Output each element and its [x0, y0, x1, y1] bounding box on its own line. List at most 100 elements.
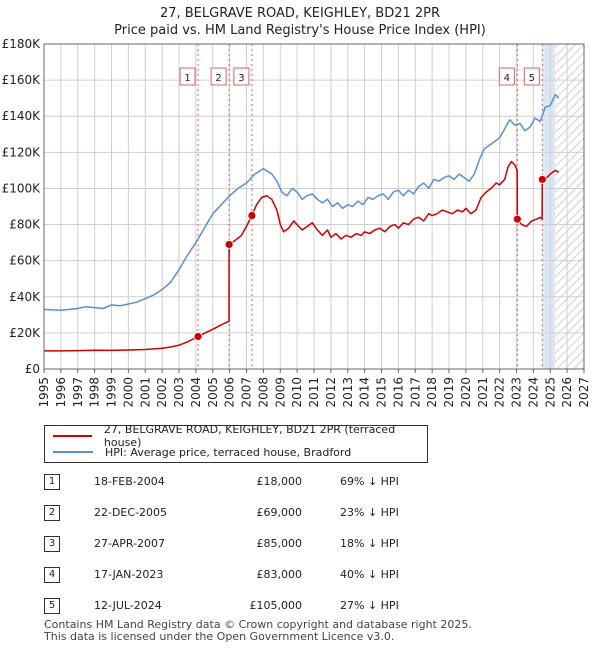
y-tick-label: £80K	[9, 218, 41, 232]
transaction-hpi: 27% ↓ HPI	[340, 599, 399, 612]
sale-marker-label: 1	[184, 73, 190, 84]
transaction-price: £105,000	[249, 599, 303, 612]
transaction-price: £83,000	[256, 568, 303, 581]
x-tick-label: 2027	[577, 377, 591, 408]
x-tick-label: 2003	[172, 377, 186, 408]
transaction-date: 27-APR-2007	[94, 537, 166, 550]
transaction-row: 1 18-FEB-2004 £18,000 69% ↓ HPI	[44, 470, 444, 501]
shaded-region	[542, 44, 556, 369]
hatched-region	[555, 44, 584, 369]
transaction-date: 12-JUL-2024	[94, 599, 162, 612]
transaction-price: £18,000	[256, 475, 303, 488]
legend-label-hpi: HPI: Average price, terraced house, Brad…	[105, 445, 352, 459]
sale-marker-box	[210, 67, 227, 86]
y-tick-label: £20K	[9, 326, 41, 340]
chart-title-line2: Price paid vs. HM Land Registry's House …	[114, 23, 486, 38]
x-tick-label: 2018	[425, 377, 439, 408]
legend-swatch-property	[53, 435, 92, 437]
sale-marker-label: 3	[238, 73, 244, 84]
x-tick-label: 2017	[408, 377, 422, 408]
sale-marker-label: 4	[504, 73, 510, 84]
x-tick-label: 2019	[442, 377, 456, 408]
y-tick-label: £180K	[2, 37, 42, 51]
chart-title-line1: 27, BELGRAVE ROAD, KEIGHLEY, BD21 2PR	[159, 6, 441, 21]
x-tick-label: 2005	[206, 377, 220, 408]
y-tick-label: £120K	[2, 145, 42, 159]
footer-copyright: Contains HM Land Registry data © Crown c…	[44, 618, 472, 631]
sale-point	[512, 214, 522, 224]
transaction-number: 1	[44, 474, 60, 490]
sale-marker-box	[179, 67, 196, 86]
y-tick-label: £100K	[2, 181, 42, 195]
sale-marker-box	[498, 67, 515, 86]
x-tick-label: 2011	[307, 377, 321, 408]
y-tick-label: £160K	[2, 73, 42, 87]
x-tick-label: 2020	[459, 377, 473, 408]
transaction-hpi: 69% ↓ HPI	[340, 475, 399, 488]
x-tick-label: 2004	[189, 377, 203, 408]
x-tick-label: 2014	[358, 377, 372, 408]
legend-label-property: 27, BELGRAVE ROAD, KEIGHLEY, BD21 2PR (t…	[103, 423, 396, 449]
transaction-date: 22-DEC-2005	[94, 506, 168, 519]
x-tick-label: 2000	[121, 377, 135, 408]
transaction-hpi: 23% ↓ HPI	[340, 506, 399, 519]
transaction-number: 2	[44, 505, 60, 521]
x-tick-label: 2026	[560, 377, 574, 408]
sale-marker-box	[523, 67, 540, 86]
x-tick-label: 2013	[341, 377, 355, 408]
x-tick-label: 2002	[155, 377, 169, 408]
sale-marker-label: 5	[529, 73, 535, 84]
transaction-row: 4 17-JAN-2023 £83,000 40% ↓ HPI	[44, 563, 444, 594]
transaction-date: 18-FEB-2004	[94, 475, 165, 488]
y-tick-label: £40K	[9, 290, 41, 304]
price-chart: 1 2 3 4 5 £0 £20K £40K £60K £80K £100K £120K £140K £…	[2, 37, 591, 408]
x-tick-label: 2025	[543, 377, 557, 408]
transaction-hpi: 40% ↓ HPI	[340, 568, 399, 581]
footer-licence: This data is licensed under the Open Gov…	[44, 630, 395, 643]
x-tick-label: 2022	[493, 377, 507, 408]
legend-item-property: 27, BELGRAVE ROAD, KEIGHLEY, BD21 2PR (t…	[53, 423, 427, 449]
x-tick-label: 2006	[223, 377, 237, 408]
x-tick-label: 2012	[324, 377, 338, 408]
transaction-row: 5 12-JUL-2024 £105,000 27% ↓ HPI	[44, 594, 444, 625]
transaction-number: 3	[44, 536, 60, 552]
y-tick-label: £0	[25, 362, 40, 376]
x-tick-label: 1999	[105, 377, 119, 408]
y-tick-label: £60K	[9, 254, 41, 268]
x-tick-label: 2023	[510, 377, 524, 408]
x-tick-label: 2015	[375, 377, 389, 408]
transactions-table: 1 18-FEB-2004 £18,000 69% ↓ HPI 2 22-DEC…	[44, 470, 444, 625]
legend-item-hpi: HPI: Average price, terraced house, Brad…	[53, 444, 351, 460]
sale-point	[247, 211, 257, 220]
transaction-number: 5	[44, 598, 60, 614]
transaction-number: 4	[44, 567, 60, 583]
property-price-line	[44, 160, 560, 352]
x-tick-label: 2009	[273, 377, 287, 408]
x-tick-label: 1996	[54, 377, 68, 408]
x-tick-label: 2021	[476, 377, 490, 408]
hpi-line	[43, 93, 560, 312]
footer: Contains HM Land Registry data © Crown c…	[44, 619, 472, 643]
x-tick-label: 2024	[526, 377, 540, 408]
chart-title: 27, BELGRAVE ROAD, KEIGHLEY, BD21 2PR Pr…	[0, 5, 600, 39]
transaction-hpi: 18% ↓ HPI	[340, 537, 399, 550]
legend: 27, BELGRAVE ROAD, KEIGHLEY, BD21 2PR (t…	[44, 423, 428, 463]
legend-swatch-hpi	[53, 451, 93, 453]
transaction-price: £69,000	[256, 506, 303, 519]
x-tick-label: 1997	[71, 377, 85, 408]
y-tick-label: £140K	[2, 109, 42, 123]
sale-marker-label: 2	[215, 73, 221, 84]
transaction-row: 2 22-DEC-2005 £69,000 23% ↓ HPI	[44, 501, 444, 532]
sale-point	[224, 240, 234, 249]
transaction-row: 3 27-APR-2007 £85,000 18% ↓ HPI	[44, 532, 444, 563]
transaction-date: 17-JAN-2023	[94, 568, 164, 581]
x-tick-label: 2010	[290, 377, 304, 408]
sale-marker-box	[233, 67, 250, 86]
x-tick-label: 2016	[391, 377, 405, 408]
x-tick-label: 2007	[240, 377, 254, 408]
sale-point	[193, 332, 203, 341]
x-tick-label: 2001	[138, 377, 152, 408]
sale-point	[537, 175, 547, 184]
x-tick-label: 1995	[37, 377, 51, 408]
x-tick-label: 2008	[256, 377, 270, 408]
